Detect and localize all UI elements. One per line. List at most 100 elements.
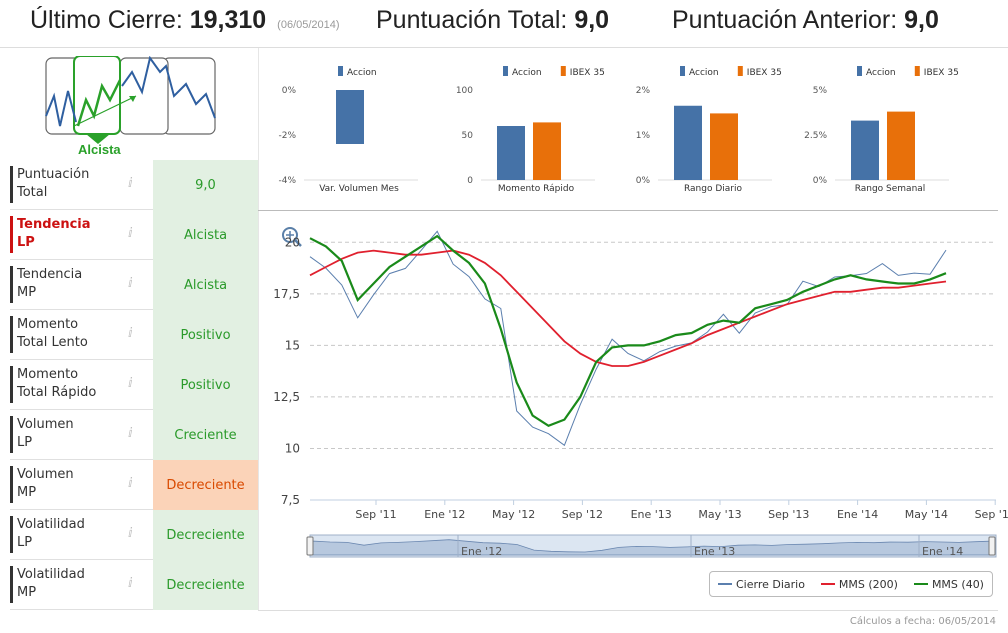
legend-swatch bbox=[680, 66, 685, 76]
indicator-row: Volatilidad LP ⅈ Decreciente bbox=[10, 510, 258, 560]
mms40-line bbox=[309, 234, 947, 428]
mms200-line bbox=[309, 249, 947, 367]
mini-legend-label: Accion bbox=[347, 68, 377, 78]
header: Último Cierre: 19,310 (06/05/2014) Puntu… bbox=[0, 0, 1008, 48]
legend-swatch bbox=[338, 66, 343, 76]
x-tick-label: Sep '13 bbox=[768, 508, 809, 521]
y-tick-label: 12,5 bbox=[273, 390, 300, 404]
mini-y-tick: 0% bbox=[636, 176, 651, 186]
mini-y-tick: 1% bbox=[636, 131, 651, 141]
legend-item-mms200[interactable]: MMS (200) bbox=[820, 577, 898, 591]
y-tick-label: 17,5 bbox=[273, 287, 300, 301]
indicator-value: Creciente bbox=[153, 410, 258, 460]
indicator-label: Tendencia LP bbox=[10, 216, 130, 253]
last-close-label: Último Cierre: bbox=[30, 6, 183, 34]
x-tick-label: May '13 bbox=[698, 508, 741, 521]
column-divider bbox=[258, 48, 259, 610]
info-icon[interactable]: ⅈ bbox=[128, 276, 133, 291]
mini-chart: Accion IBEX 35 100 50 0 Momento Rápido bbox=[456, 66, 605, 194]
info-icon[interactable]: ⅈ bbox=[128, 226, 133, 241]
mini-bar bbox=[336, 90, 364, 144]
indicator-label-line2: LP bbox=[17, 235, 35, 250]
indicator-value: Alcista bbox=[153, 260, 258, 310]
legend-swatch bbox=[717, 583, 732, 585]
legend-swatch bbox=[820, 583, 835, 585]
y-tick-label: 10 bbox=[285, 441, 300, 455]
navigator[interactable]: Ene '12 Ene '13 Ene '14 bbox=[306, 534, 997, 558]
mini-chart: Accion 0% -2% -4% Var. Volumen Mes bbox=[278, 66, 418, 194]
indicator-label: Tendencia MP bbox=[10, 266, 130, 303]
indicator-value: Decreciente bbox=[153, 510, 258, 560]
info-icon[interactable]: ⅈ bbox=[128, 426, 133, 441]
legend-swatch bbox=[503, 66, 508, 76]
mini-legend-label: Accion bbox=[866, 68, 896, 78]
legend-swatch bbox=[737, 66, 743, 76]
navigator-handle-left[interactable] bbox=[306, 536, 314, 556]
legend-swatch bbox=[913, 583, 928, 585]
navigator-label: Ene '14 bbox=[922, 545, 963, 558]
indicator-label: Volumen LP bbox=[10, 416, 130, 453]
mini-bar bbox=[533, 122, 561, 180]
indicator-label-line2: Total Lento bbox=[17, 335, 88, 350]
info-icon[interactable]: ⅈ bbox=[128, 326, 133, 341]
total-score-value: 9,0 bbox=[574, 6, 610, 34]
legend-item-price[interactable]: Cierre Diario bbox=[717, 578, 805, 591]
indicator-label-line2: Total Rápido bbox=[17, 385, 97, 400]
legend-swatch bbox=[914, 66, 920, 76]
indicator-value: Decreciente bbox=[153, 560, 258, 610]
indicator-label: Volumen MP bbox=[10, 466, 130, 503]
mini-legend-label: IBEX 35 bbox=[747, 68, 782, 78]
x-tick-label: May '12 bbox=[492, 508, 535, 521]
mini-legend-label: IBEX 35 bbox=[924, 68, 959, 78]
last-close-value: 19,310 bbox=[189, 6, 267, 34]
indicator-label-line1: Tendencia bbox=[17, 267, 83, 282]
footer-divider bbox=[258, 610, 998, 611]
last-close-date: (06/05/2014) bbox=[277, 19, 340, 31]
legend-item-mms40[interactable]: MMS (40) bbox=[913, 578, 984, 591]
info-icon[interactable]: ⅈ bbox=[128, 576, 133, 591]
navigator-handle-right[interactable] bbox=[988, 536, 996, 556]
navigator-series bbox=[312, 539, 994, 556]
indicator-row: Puntuación Total ⅈ 9,0 bbox=[10, 160, 258, 210]
indicator-value: Positivo bbox=[153, 360, 258, 410]
prev-score-value: 9,0 bbox=[904, 6, 939, 34]
indicator-label-line1: Volumen bbox=[17, 467, 74, 482]
indicator-label-line2: MP bbox=[17, 485, 37, 500]
mini-y-tick: 2% bbox=[636, 86, 651, 96]
info-icon[interactable]: ⅈ bbox=[128, 376, 133, 391]
mini-y-tick: 0% bbox=[282, 86, 297, 96]
navigator-label: Ene '13 bbox=[694, 545, 735, 558]
indicator-label-line2: LP bbox=[17, 435, 33, 450]
indicator-row: Volumen MP ⅈ Decreciente bbox=[10, 460, 258, 510]
info-icon[interactable]: ⅈ bbox=[128, 476, 133, 491]
y-tick-label: 7,5 bbox=[281, 493, 300, 507]
mini-y-tick: 50 bbox=[462, 131, 474, 141]
total-score-label: Puntuación Total: bbox=[376, 6, 568, 34]
x-tick-label: May '14 bbox=[905, 508, 948, 521]
x-tick-label: Sep '12 bbox=[562, 508, 603, 521]
legend-label: MMS (200) bbox=[838, 577, 898, 591]
indicator-label: Momento Total Lento bbox=[10, 316, 130, 353]
mini-y-tick: 0% bbox=[813, 176, 828, 186]
indicator-label-line1: Momento bbox=[17, 317, 79, 332]
info-icon[interactable]: ⅈ bbox=[128, 526, 133, 541]
mini-chart-title: Rango Semanal bbox=[855, 184, 926, 194]
indicator-label-line1: Volatilidad bbox=[17, 567, 85, 582]
trend-logo bbox=[10, 55, 258, 168]
mini-chart-title: Momento Rápido bbox=[498, 184, 575, 194]
mini-y-tick: -2% bbox=[278, 131, 296, 141]
calc-date: Cálculos a fecha: 06/05/2014 bbox=[849, 616, 996, 627]
indicator-list: Puntuación Total ⅈ 9,0 Tendencia LP ⅈ Alcista Te… bbox=[10, 160, 258, 610]
mini-chart: Accion IBEX 35 5% 2.5% 0% Rango Semanal bbox=[804, 66, 959, 194]
trend-logo-label: Alcista bbox=[78, 142, 121, 157]
indicator-label-line1: Tendencia bbox=[17, 217, 91, 232]
section-divider bbox=[258, 210, 998, 211]
zoom-icon[interactable] bbox=[282, 227, 302, 247]
indicator-label-line2: MP bbox=[17, 585, 37, 600]
legend-swatch bbox=[857, 66, 862, 76]
indicator-label-line1: Volumen bbox=[17, 417, 74, 432]
indicator-label-line1: Volatilidad bbox=[17, 517, 85, 532]
info-icon[interactable]: ⅈ bbox=[128, 176, 133, 191]
y-tick-label: 15 bbox=[285, 338, 300, 352]
total-score: Puntuación Total: 9,0 bbox=[376, 6, 609, 35]
